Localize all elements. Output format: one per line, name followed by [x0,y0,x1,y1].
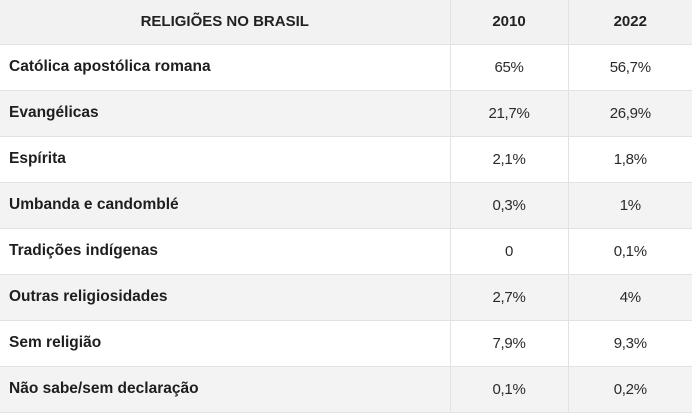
value-2010: 65% [450,44,569,91]
row-label: Tradições indígenas [0,228,451,275]
row-label: Evangélicas [0,90,451,137]
row-label: Sem religião [0,320,451,367]
value-2010: 0,3% [450,182,569,229]
value-2010: 21,7% [450,90,569,137]
value-2022: 56,7% [568,44,692,91]
header-row: RELIGIÕES NO BRASIL 2010 2022 [0,0,692,45]
value-2022: 9,3% [568,320,692,367]
table-row: Umbanda e candomblé 0,3% 1% [0,182,692,229]
row-label: Outras religiosidades [0,274,451,321]
value-2022: 0,2% [568,366,692,413]
value-2010: 0,1% [450,366,569,413]
table-row: Sem religião 7,9% 9,3% [0,320,692,367]
value-2010: 2,7% [450,274,569,321]
table-row: Espírita 2,1% 1,8% [0,136,692,183]
value-2010: 2,1% [450,136,569,183]
header-2010: 2010 [450,0,569,45]
row-label: Católica apostólica romana [0,44,451,91]
header-2022: 2022 [568,0,692,45]
value-2022: 0,1% [568,228,692,275]
table-row: Católica apostólica romana 65% 56,7% [0,44,692,91]
table-row: Evangélicas 21,7% 26,9% [0,90,692,137]
value-2022: 26,9% [568,90,692,137]
table-row: Tradições indígenas 0 0,1% [0,228,692,275]
value-2022: 1% [568,182,692,229]
row-label: Espírita [0,136,451,183]
value-2010: 0 [450,228,569,275]
row-label: Umbanda e candomblé [0,182,451,229]
row-label: Não sabe/sem declaração [0,366,451,413]
value-2022: 4% [568,274,692,321]
value-2022: 1,8% [568,136,692,183]
value-2010: 7,9% [450,320,569,367]
header-religion: RELIGIÕES NO BRASIL [0,0,451,45]
table-row: Outras religiosidades 2,7% 4% [0,274,692,321]
table-row: Não sabe/sem declaração 0,1% 0,2% [0,366,692,413]
